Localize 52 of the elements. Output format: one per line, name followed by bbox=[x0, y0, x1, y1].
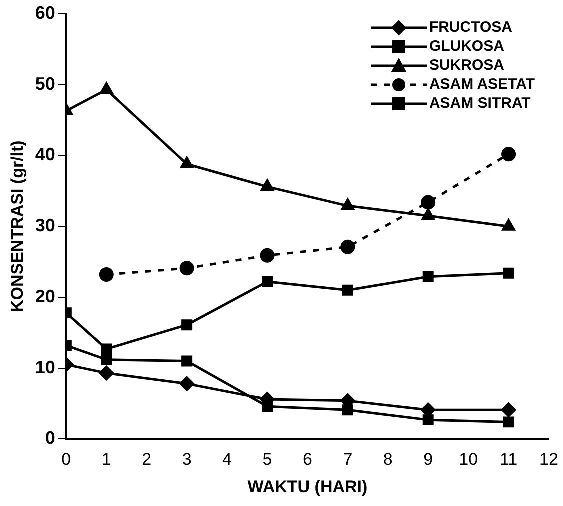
x-tick-label: 7 bbox=[343, 450, 353, 470]
legend-label: FRUCTOSA bbox=[429, 18, 512, 37]
point bbox=[421, 195, 436, 210]
x-tick-label: 11 bbox=[500, 450, 518, 470]
x-tick-label: 12 bbox=[540, 450, 558, 470]
x-axis-title: WAKTU (HARI) bbox=[248, 477, 368, 496]
x-tick-label: 3 bbox=[182, 450, 192, 470]
x-tick-label: 8 bbox=[383, 450, 393, 470]
point bbox=[182, 356, 193, 367]
point bbox=[422, 271, 434, 282]
y-tick-label: 60 bbox=[35, 2, 56, 23]
point bbox=[503, 268, 514, 279]
x-tick-label: 6 bbox=[302, 450, 312, 470]
point bbox=[180, 156, 194, 168]
x-tick-label: 0 bbox=[62, 450, 72, 470]
point bbox=[502, 147, 516, 162]
point bbox=[341, 198, 354, 210]
point bbox=[502, 402, 516, 418]
point bbox=[261, 180, 274, 192]
y-tick-label: 0 bbox=[45, 428, 56, 448]
x-tick-label: 2 bbox=[142, 450, 152, 470]
y-tick-label: 40 bbox=[35, 144, 56, 165]
point bbox=[503, 416, 514, 428]
point bbox=[180, 376, 194, 392]
point bbox=[180, 261, 194, 276]
x-tick-label: 1 bbox=[102, 450, 112, 470]
point bbox=[101, 344, 112, 355]
point bbox=[99, 268, 114, 282]
y-tick-label: 20 bbox=[35, 286, 56, 306]
x-tick-label: 5 bbox=[262, 450, 272, 470]
legend-label: GLUKOSA bbox=[429, 37, 504, 56]
point bbox=[182, 320, 193, 331]
x-tick-label: 9 bbox=[424, 450, 434, 470]
y-tick-label: 50 bbox=[35, 74, 56, 94]
x-tick-label: 10 bbox=[459, 450, 478, 470]
point bbox=[422, 208, 435, 220]
point bbox=[260, 248, 275, 263]
legend-label: ASAM SITRAT bbox=[429, 94, 531, 113]
point bbox=[422, 414, 434, 426]
point bbox=[342, 284, 354, 296]
point bbox=[340, 240, 356, 254]
point bbox=[101, 354, 112, 366]
x-tick-label: 4 bbox=[222, 450, 232, 470]
legend-label: SUKROSA bbox=[429, 56, 504, 75]
y-axis-title: KONSENTRASI (gr/lt) bbox=[8, 140, 27, 313]
point bbox=[99, 366, 114, 381]
point bbox=[502, 219, 516, 231]
point bbox=[100, 82, 114, 94]
legend-label: ASAM ASETAT bbox=[429, 75, 535, 94]
point bbox=[262, 276, 273, 288]
y-tick-label: 10 bbox=[35, 357, 56, 378]
y-tick-label: 30 bbox=[35, 216, 56, 236]
